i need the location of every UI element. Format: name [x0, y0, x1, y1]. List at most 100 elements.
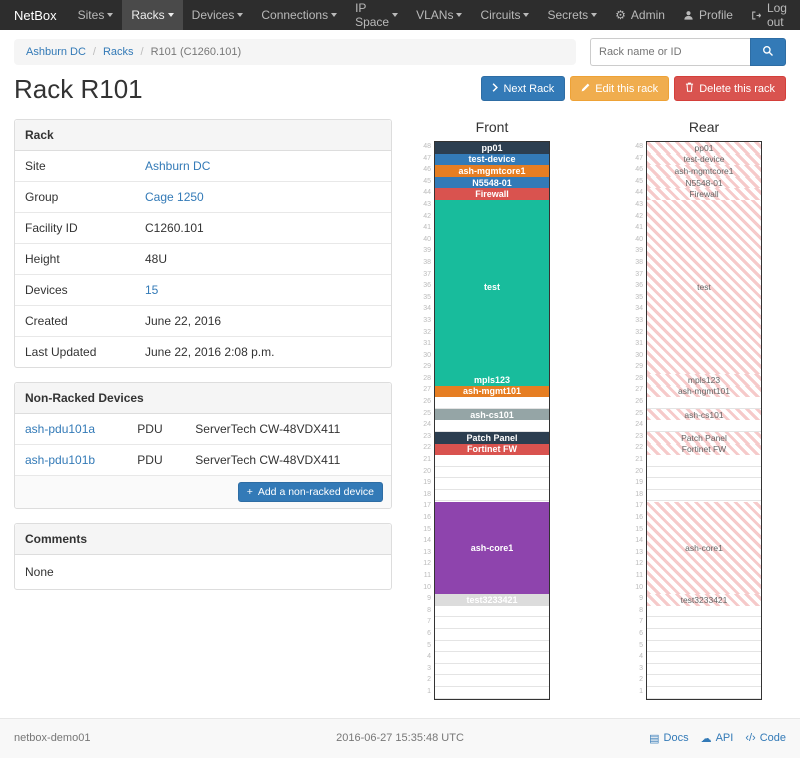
breadcrumb-item[interactable]: Racks: [102, 46, 134, 58]
rack-unit-test-device[interactable]: test-device: [647, 153, 761, 166]
breadcrumb-item: R101 (C1260.101): [150, 46, 242, 58]
edit-rack-button[interactable]: Edit this rack: [570, 76, 670, 101]
footer-link-docs[interactable]: ▤ Docs: [649, 732, 688, 745]
rack-unit-test[interactable]: test: [435, 200, 549, 374]
rack-unit-test-device[interactable]: test-device: [435, 153, 549, 166]
empty-unit: [647, 455, 761, 467]
rack-unit-fortinet-fw[interactable]: Fortinet FW: [647, 443, 761, 456]
rack-unit-test[interactable]: test: [647, 200, 761, 374]
nav-item-ip-space[interactable]: IP Space: [346, 0, 407, 30]
breadcrumb-item[interactable]: Ashburn DC: [26, 46, 86, 58]
rack-unit-fortinet-fw[interactable]: Fortinet FW: [435, 443, 549, 456]
unit-number: 36: [423, 282, 431, 290]
footer-link-label: API: [715, 732, 734, 745]
rack-unit-n5548-01[interactable]: N5548-01: [435, 176, 549, 189]
delete-rack-button[interactable]: Delete this rack: [674, 76, 786, 101]
nav-item-vlans[interactable]: VLANs: [407, 0, 471, 30]
book-icon: ▤: [649, 732, 660, 745]
profile-menu-item[interactable]: Profile: [674, 0, 742, 30]
rack-unit-ash-core1[interactable]: ash-core1: [435, 501, 549, 595]
rear-elevation-title: Rear: [688, 119, 720, 135]
rack-unit-ash-cs101[interactable]: ash-cs101: [647, 408, 761, 421]
rack-unit-patch-panel[interactable]: Patch Panel: [435, 432, 549, 444]
rack-unit-pp01[interactable]: pp01: [647, 142, 761, 154]
unit-number: 13: [423, 548, 431, 556]
device-link[interactable]: ash-pdu101a: [25, 422, 96, 436]
unit-number: 40: [635, 235, 643, 243]
unit-number: 18: [423, 490, 431, 498]
attr-value-link[interactable]: Cage 1250: [145, 190, 204, 204]
unit-number: 24: [635, 421, 643, 429]
rack-unit-ash-core1[interactable]: ash-core1: [647, 501, 761, 595]
rack-unit-ash-mgmt101[interactable]: ash-mgmt101: [647, 385, 761, 398]
rack-actions: Next Rack Edit this rack Delete this rac…: [481, 76, 786, 101]
nav-item-secrets[interactable]: Secrets: [538, 0, 606, 30]
hostname: netbox-demo01: [14, 732, 91, 745]
empty-unit: [647, 478, 761, 490]
nav-item-label: Secrets: [547, 8, 589, 22]
logout-menu-item[interactable]: Log out: [742, 0, 796, 30]
unit-number: 23: [423, 432, 431, 440]
rack-unit-ash-mgmt101[interactable]: ash-mgmt101: [435, 385, 549, 398]
non-racked-device-row: ash-pdu101b PDU ServerTech CW-48VDX411: [15, 444, 391, 475]
rack-unit-firewall[interactable]: Firewall: [435, 188, 549, 200]
rack-unit-mpls123[interactable]: mpls123: [435, 374, 549, 386]
chevron-down-icon: [456, 13, 463, 17]
rack-unit-firewall[interactable]: Firewall: [647, 188, 761, 200]
empty-unit: [435, 652, 549, 664]
unit-number: 16: [423, 514, 431, 521]
rack-unit-ash-mgmtcore1[interactable]: ash-mgmtcore1: [435, 165, 549, 177]
rack-unit-ash-mgmtcore1[interactable]: ash-mgmtcore1: [647, 165, 761, 177]
unit-number: 9: [639, 595, 643, 603]
unit-number: 2: [427, 676, 431, 684]
admin-menu-item[interactable]: ⚙ Admin: [606, 0, 674, 30]
admin-label: Admin: [630, 8, 665, 22]
add-non-racked-device-button[interactable]: + Add a non-racked device: [237, 482, 383, 502]
next-rack-label: Next Rack: [503, 82, 555, 95]
nav-item-circuits[interactable]: Circuits: [471, 0, 538, 30]
main-content: Rack Site Ashburn DC Group Cage 1250 Facilit…: [0, 119, 800, 700]
unit-number: 38: [635, 258, 643, 266]
attr-value: June 22, 2016: [135, 305, 391, 337]
unit-number: 39: [635, 247, 643, 255]
device-link[interactable]: ash-pdu101b: [25, 453, 96, 467]
attr-label: Facility ID: [15, 212, 135, 244]
footer-link-api[interactable]: ☁ API: [701, 732, 734, 745]
search-input[interactable]: [590, 38, 750, 66]
nav-item-connections[interactable]: Connections: [252, 0, 346, 30]
rack-attr-row: Created June 22, 2016: [15, 305, 391, 337]
next-rack-button[interactable]: Next Rack: [481, 76, 566, 101]
page-title: Rack R101: [14, 74, 143, 104]
rack-unit-n5548-01[interactable]: N5548-01: [647, 176, 761, 189]
main-menu: Sites Racks Devices Connections IP Space VLAN…: [69, 0, 607, 30]
rack-unit-ash-cs101[interactable]: ash-cs101: [435, 408, 549, 421]
non-racked-panel-footer: + Add a non-racked device: [15, 475, 391, 508]
attr-value: 48U: [135, 243, 391, 275]
empty-unit: [435, 664, 549, 676]
empty-unit: [435, 420, 549, 432]
rack-unit-pp01[interactable]: pp01: [435, 142, 549, 154]
empty-unit: [435, 641, 549, 653]
unit-number: 41: [635, 224, 643, 232]
unit-number: 2: [639, 676, 643, 684]
unit-number: 7: [427, 618, 431, 626]
rack-unit-test3233421[interactable]: test3233421: [647, 594, 761, 606]
attr-value-link[interactable]: 15: [145, 283, 159, 297]
rack-unit-mpls123[interactable]: mpls123: [647, 374, 761, 386]
topbar: Ashburn DC / Racks / R101 (C1260.101): [14, 38, 786, 66]
rack-unit-test3233421[interactable]: test3233421: [435, 594, 549, 606]
app-logo[interactable]: NetBox: [14, 7, 57, 23]
attr-label: Height: [15, 243, 135, 275]
nav-item-racks[interactable]: Racks: [122, 0, 183, 30]
nav-item-devices[interactable]: Devices: [183, 0, 253, 30]
unit-number: 41: [423, 224, 431, 232]
nav-item-sites[interactable]: Sites: [69, 0, 123, 30]
unit-number: 8: [427, 606, 431, 614]
rack-unit-patch-panel[interactable]: Patch Panel: [647, 432, 761, 444]
attr-value-link[interactable]: Ashburn DC: [145, 159, 211, 173]
comments-body: None: [25, 565, 54, 579]
footer-link-code[interactable]: ‹/› Code: [745, 732, 786, 745]
non-racked-panel: Non-Racked Devices ash-pdu101a PDU ServerT…: [14, 382, 392, 509]
search-button[interactable]: [750, 38, 786, 66]
unit-number: 4: [639, 653, 643, 661]
